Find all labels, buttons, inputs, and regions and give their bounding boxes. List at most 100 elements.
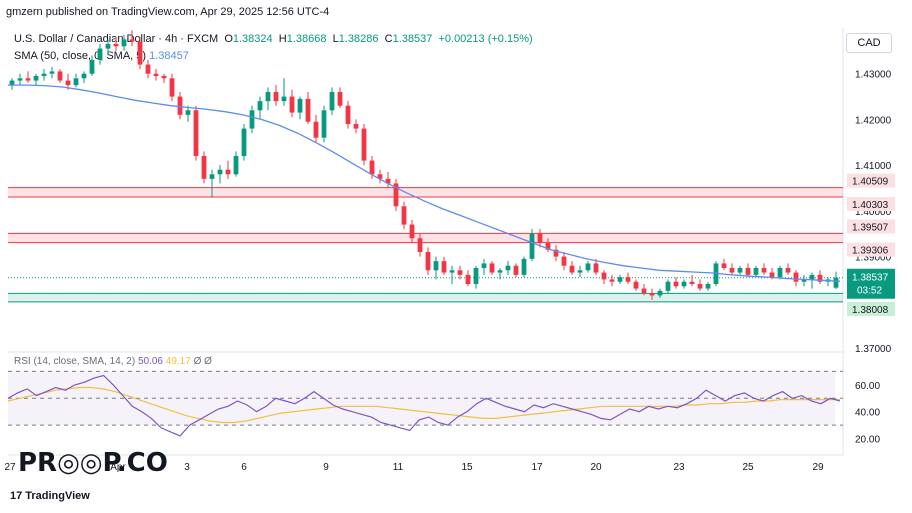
price-label-5: 1.38008 [852, 305, 889, 316]
candle-body [697, 284, 703, 289]
rsi-tick-label: 60.00 [855, 381, 880, 392]
candle-body [729, 268, 735, 273]
time-tick-label: 11 [393, 462, 404, 473]
candle-body [777, 268, 783, 278]
countdown-label: 03:52 [857, 286, 882, 297]
candle-body [521, 258, 527, 275]
candle-body [265, 92, 271, 102]
candle-body [65, 80, 71, 86]
time-tick-label: 17 [531, 462, 543, 473]
candle-body [561, 256, 567, 266]
candle-body [121, 39, 127, 47]
zone-band-1 [8, 233, 843, 243]
candle-body [353, 124, 359, 129]
candle-body [593, 263, 599, 273]
candle-body [33, 76, 39, 81]
candle-body [465, 274, 471, 284]
high-label: H [278, 33, 287, 45]
rsi-extra-2: Ø [204, 356, 212, 367]
candle-body [105, 44, 111, 49]
close-label: C [384, 33, 393, 45]
time-tick-label: 9 [323, 462, 329, 473]
time-tick-label: Apr [110, 462, 126, 473]
candle-body [793, 272, 799, 282]
candle-body [193, 110, 199, 156]
candle-body [489, 263, 495, 273]
symbol-legend: U.S. Dollar / Canadian Dollar · 4h · FXC… [14, 33, 533, 45]
candle-body [49, 71, 55, 74]
zone-band-0 [8, 187, 843, 198]
candle-body [321, 110, 327, 138]
candle-body [337, 92, 343, 106]
price-label-2: 1.39507 [852, 222, 889, 233]
rsi-label: RSI (14, close, SMA, 14, 2) [14, 356, 136, 367]
price-label-3: 1.39306 [852, 246, 889, 257]
tradingview-logo[interactable]: 17 TradingView [10, 490, 90, 502]
candle-body [473, 268, 479, 284]
candle-body [449, 270, 455, 273]
price-label-bg-5 [847, 301, 895, 316]
candle-body [809, 274, 815, 280]
candle-body [345, 105, 351, 124]
sma-line [8, 84, 841, 282]
candle-body [665, 281, 671, 291]
candle-body [89, 60, 95, 74]
candle-body [737, 268, 743, 273]
candle-body [585, 263, 591, 271]
sma-value: 1.38457 [149, 50, 189, 62]
candle-body [369, 160, 375, 175]
candle-body [409, 224, 415, 239]
time-tick-label: 25 [742, 462, 754, 473]
candle-body [617, 277, 623, 282]
candle-body [281, 96, 287, 102]
rsi-extra-1: Ø [193, 356, 202, 367]
price-tick-label: 1.43000 [855, 70, 892, 81]
candle-body [129, 39, 135, 42]
rsi-sma-line [7, 386, 840, 424]
candle-body [169, 78, 175, 97]
candle-body [305, 98, 311, 122]
rsi-tick-label: 40.00 [855, 408, 880, 419]
time-tick-label: 20 [590, 462, 602, 473]
time-tick-label: 6 [241, 462, 247, 473]
candle-body [481, 263, 487, 268]
candle-body [113, 44, 119, 47]
candle-body [801, 279, 807, 282]
candle-body [721, 263, 727, 268]
candle-body [25, 78, 31, 81]
candle-body [625, 277, 631, 282]
candle-body [73, 78, 79, 86]
rsi-line [7, 374, 841, 437]
candle-body [177, 96, 183, 115]
candle-body [81, 73, 87, 79]
close-value: 1.38537 [392, 33, 433, 45]
rsi-legend: RSI (14, close, SMA, 14, 2) 50.06 49.17 … [14, 356, 212, 367]
candle-body [833, 277, 839, 288]
candle-body [57, 71, 63, 81]
candle-body [257, 101, 263, 111]
low-value: 1.38286 [338, 33, 379, 45]
candle-body [153, 73, 159, 76]
candle-body [785, 268, 791, 273]
sma-label: SMA (50, close, 0, SMA, 5) [14, 50, 147, 62]
price-label-bg-1 [847, 197, 895, 212]
candle-body [97, 48, 103, 60]
low-label: L [332, 33, 339, 45]
candle-body [817, 274, 823, 282]
candle-body [377, 174, 383, 179]
candle-body [361, 128, 367, 161]
candle-body [201, 156, 207, 179]
sma-legend: SMA (50, close, 0, SMA, 5) 1.38457 [14, 50, 189, 62]
time-tick-label: 15 [461, 462, 473, 473]
candle-body [497, 270, 503, 273]
candle-body [313, 121, 319, 138]
candle-body [577, 270, 583, 273]
rsi-tick-label: 20.00 [855, 435, 880, 446]
candle-body [137, 41, 143, 65]
candle-body [209, 174, 215, 179]
candle-body [553, 249, 559, 257]
candle-body [761, 268, 767, 273]
currency-button[interactable]: CAD [846, 33, 892, 53]
change-value: +0.00213 (+0.15%) [438, 33, 533, 45]
